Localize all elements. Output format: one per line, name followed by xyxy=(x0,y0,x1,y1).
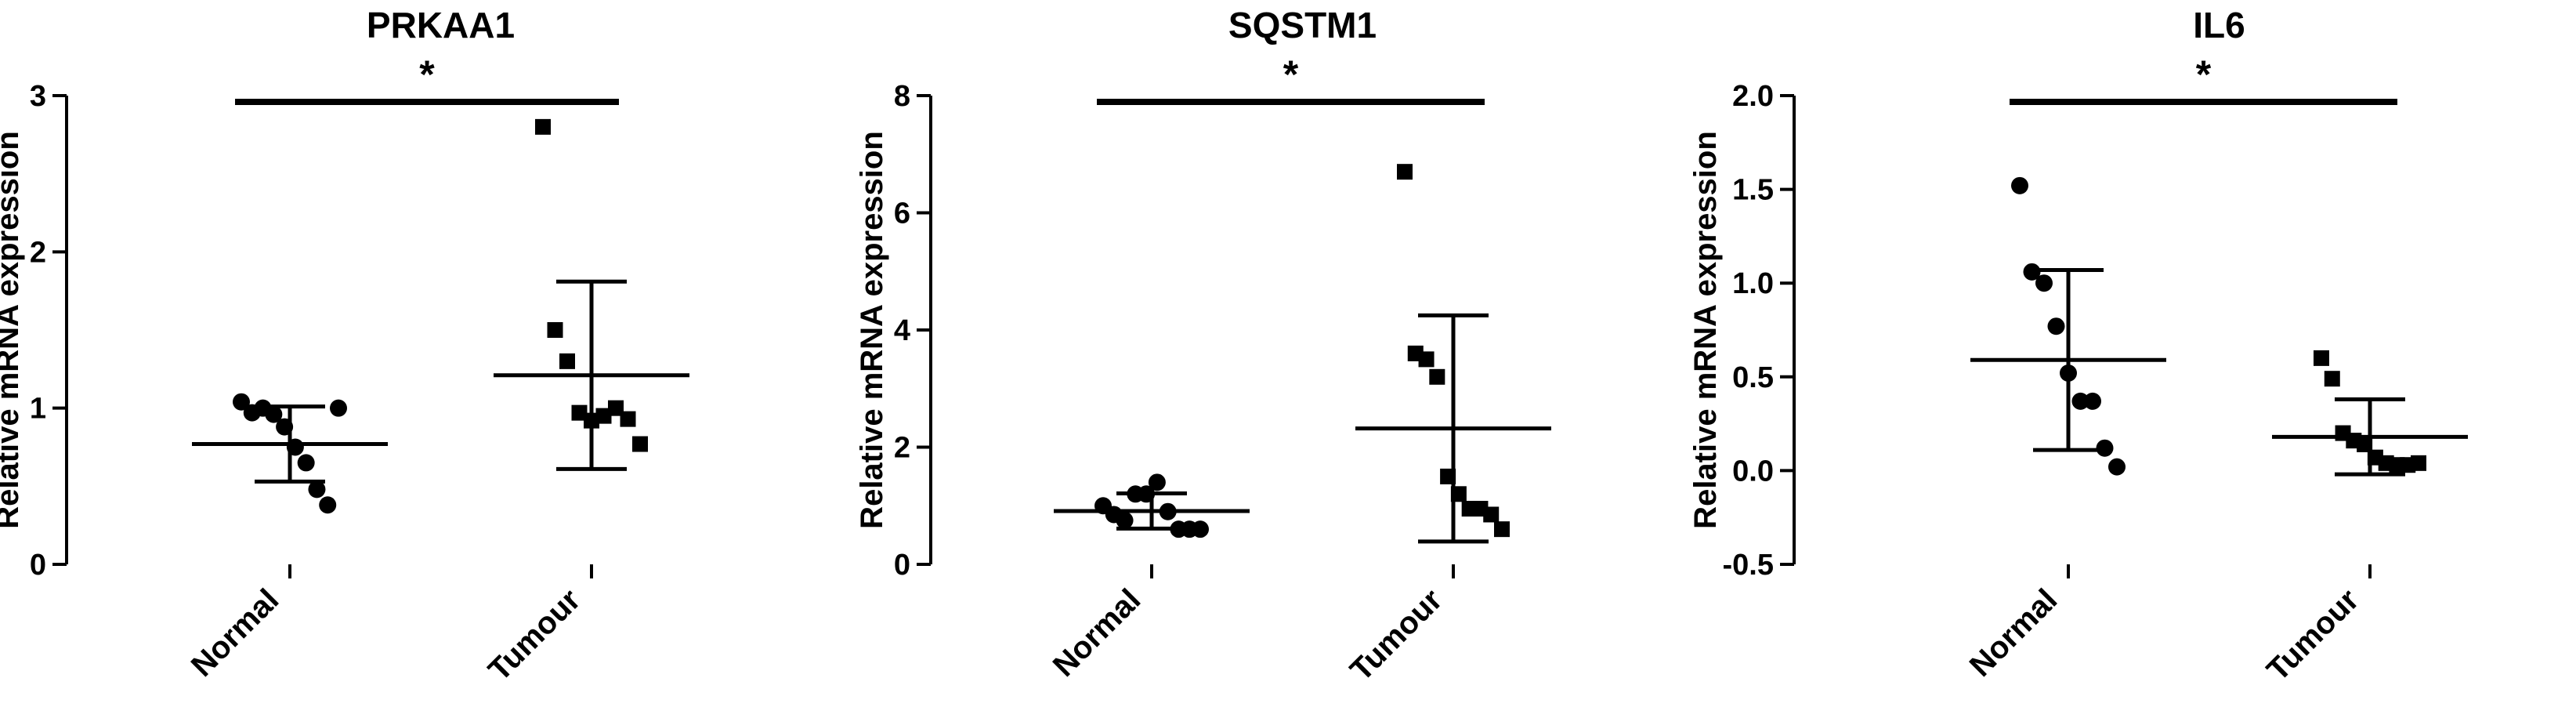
data-point xyxy=(571,404,588,421)
y-tick-label: 0.5 xyxy=(1732,361,1774,394)
data-point xyxy=(1483,506,1500,523)
data-point xyxy=(2108,458,2126,476)
data-point xyxy=(547,322,563,338)
y-tick-label: 1 xyxy=(30,393,46,426)
significance-star: * xyxy=(419,53,435,96)
x-category-label: Normal xyxy=(185,582,286,683)
data-point xyxy=(330,399,347,417)
x-category-label: Normal xyxy=(1963,582,2064,683)
y-tick-label: -0.5 xyxy=(1723,549,1774,582)
x-category-label: Tumour xyxy=(482,582,587,687)
data-point xyxy=(2035,274,2053,292)
y-axis-label: Relative mRNA expression xyxy=(1688,131,1723,529)
data-point xyxy=(1148,473,1166,491)
y-tick-label: 2.0 xyxy=(1732,80,1774,113)
data-point xyxy=(2011,176,2028,194)
data-point xyxy=(2411,455,2426,471)
y-axis-label: Relative mRNA expression xyxy=(855,131,889,529)
data-point xyxy=(297,454,315,472)
data-point xyxy=(632,436,648,452)
chart-panel-2: IL6 -0.5 0.0 0.5 1.0 1.5 2.0 Relative mRNA expr… xyxy=(1688,5,2468,688)
significance-star: * xyxy=(2196,53,2212,96)
y-tick-label: 1.5 xyxy=(1732,174,1774,207)
data-point xyxy=(2047,317,2065,335)
y-tick-label: 6 xyxy=(894,198,910,230)
data-point xyxy=(1429,368,1445,385)
y-tick-label: 4 xyxy=(894,314,910,347)
y-tick-label: 0 xyxy=(30,549,46,582)
data-point xyxy=(2096,439,2114,457)
chart-title: IL6 xyxy=(2193,5,2245,45)
data-point xyxy=(1192,520,1209,538)
data-point xyxy=(559,353,575,369)
y-tick-label: 2 xyxy=(894,432,910,465)
x-category-label: Tumour xyxy=(2260,582,2365,687)
data-point xyxy=(2324,371,2340,387)
data-point xyxy=(265,405,283,423)
y-tick-label: 0 xyxy=(894,549,910,582)
significance-star: * xyxy=(1283,53,1299,96)
x-category-label: Normal xyxy=(1047,582,1148,683)
y-tick-label: 2 xyxy=(30,236,46,269)
x-category-label: Tumour xyxy=(1344,582,1449,687)
data-point xyxy=(319,496,337,514)
y-axis-label: Relative mRNA expression xyxy=(0,131,25,529)
data-point xyxy=(1116,511,1134,529)
data-point xyxy=(620,411,636,427)
y-tick-label: 8 xyxy=(894,80,910,113)
data-point xyxy=(308,480,326,499)
data-point xyxy=(2023,263,2041,281)
data-point xyxy=(1418,351,1435,368)
data-point xyxy=(2314,350,2329,366)
y-tick-label: 3 xyxy=(30,80,46,113)
data-point xyxy=(233,393,250,411)
data-point xyxy=(1397,164,1413,180)
data-point xyxy=(2071,392,2089,410)
data-point xyxy=(2084,392,2101,410)
y-tick-label: 0.0 xyxy=(1732,455,1774,488)
data-point xyxy=(1494,521,1510,538)
data-point xyxy=(535,118,551,135)
y-tick-label: 1.0 xyxy=(1732,267,1774,300)
chart-title: PRKAA1 xyxy=(367,5,515,45)
chart-title: SQSTM1 xyxy=(1228,5,1377,45)
data-point xyxy=(608,400,624,416)
data-point xyxy=(595,408,612,424)
